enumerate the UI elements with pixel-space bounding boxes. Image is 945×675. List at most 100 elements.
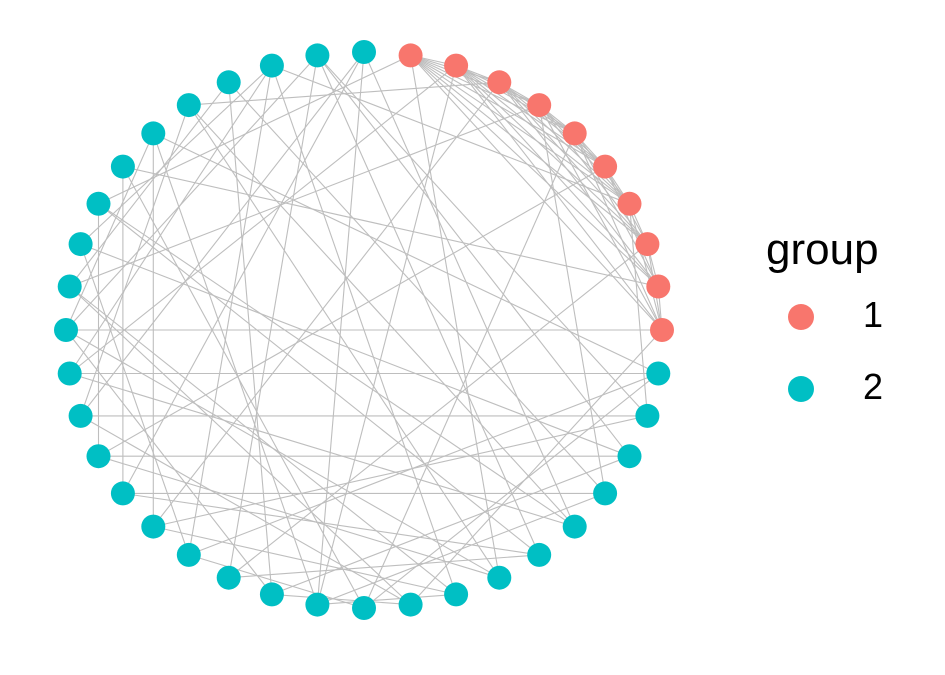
edge-15-36 [188, 104, 576, 527]
node-40-group-2 [352, 40, 376, 64]
edge-7-12 [628, 203, 648, 416]
edge-4-31 [69, 104, 540, 288]
node-6-group-1 [593, 154, 618, 179]
edge-17-30 [65, 329, 500, 579]
edge-1-6 [410, 54, 606, 168]
edge-10-19 [410, 329, 663, 605]
edge-18-38 [271, 65, 457, 595]
node-39-group-2 [305, 43, 330, 68]
edge-18-21 [317, 593, 457, 606]
edge-30-39 [65, 55, 318, 331]
edge-14-37 [228, 81, 606, 494]
edge-29-38 [69, 65, 273, 374]
edge-15-33 [98, 203, 576, 528]
node-12-group-2 [635, 403, 660, 428]
edge-2-8 [455, 65, 648, 245]
edge-19-28 [80, 415, 411, 606]
legend-swatch-group-2 [788, 376, 814, 402]
edge-1-17 [410, 55, 500, 578]
edge-28-40 [80, 51, 365, 417]
node-7-group-1 [617, 191, 642, 216]
edge-22-37 [228, 82, 273, 595]
edge-32-38 [80, 65, 273, 245]
node-16-group-2 [527, 542, 552, 567]
edge-17-27 [98, 455, 500, 579]
edge-17-36 [188, 104, 500, 579]
edge-15-29 [69, 372, 575, 528]
edge-1-9 [410, 54, 659, 287]
node-4-group-1 [527, 93, 552, 118]
node-18-group-2 [444, 582, 469, 607]
legend-label-group-1: 1 [863, 294, 884, 335]
node-38-group-2 [259, 53, 284, 78]
node-20-group-2 [352, 596, 376, 620]
edge-3-25 [152, 81, 500, 527]
node-13-group-2 [617, 444, 642, 469]
edge-2-29 [69, 65, 457, 374]
nodes-layer [54, 40, 674, 620]
edge-13-39 [316, 55, 630, 457]
edge-24-32 [80, 243, 190, 556]
node-3-group-1 [487, 70, 512, 95]
legend-item-group-1: 1 [766, 290, 936, 362]
edge-23-39 [228, 55, 318, 578]
node-8-group-1 [635, 232, 660, 257]
node-1-group-1 [398, 43, 423, 68]
legend-label-group-2: 2 [863, 366, 884, 407]
node-25-group-2 [141, 514, 166, 539]
legend-item-group-2: 2 [766, 362, 936, 434]
node-31-group-2 [57, 274, 82, 299]
node-36-group-2 [176, 93, 201, 118]
node-5-group-1 [562, 121, 587, 146]
edge-3-7 [498, 81, 630, 205]
edge-5-9 [574, 133, 659, 287]
legend: group 1 2 [766, 222, 936, 434]
edge-21-35 [152, 133, 318, 605]
edge-12-25 [153, 415, 648, 528]
node-29-group-2 [57, 361, 82, 386]
edge-19-22 [271, 593, 411, 606]
edge-14-21 [317, 492, 606, 606]
node-23-group-2 [216, 565, 241, 590]
edge-16-33 [98, 203, 540, 556]
legend-title: group [766, 225, 879, 274]
node-10-group-1 [650, 318, 674, 342]
node-35-group-2 [141, 121, 166, 146]
node-34-group-2 [110, 154, 135, 179]
edge-18-25 [153, 526, 457, 595]
edge-18-31 [69, 286, 457, 595]
node-9-group-1 [646, 274, 671, 299]
node-15-group-2 [562, 514, 587, 539]
node-22-group-2 [259, 582, 284, 607]
edges-layer [65, 51, 663, 609]
node-28-group-2 [68, 403, 93, 428]
edge-19-31 [69, 286, 411, 606]
node-24-group-2 [176, 542, 201, 567]
edge-5-20 [363, 133, 576, 609]
node-30-group-2 [54, 318, 78, 342]
node-26-group-2 [110, 481, 135, 506]
edge-7-10 [628, 203, 663, 331]
edge-3-6 [498, 81, 606, 168]
edge-2-10 [455, 65, 663, 331]
edge-3-8 [498, 81, 648, 245]
edge-4-14 [538, 105, 606, 494]
edge-24-38 [188, 65, 273, 555]
edge-6-27 [98, 166, 606, 457]
edge-5-10 [574, 133, 663, 331]
node-32-group-2 [68, 232, 93, 257]
edge-1-7 [410, 54, 630, 205]
node-17-group-2 [487, 565, 512, 590]
edge-31-37 [69, 81, 230, 287]
edge-16-26 [122, 492, 540, 556]
edge-8-23 [228, 243, 648, 579]
node-21-group-2 [305, 592, 330, 617]
edge-16-39 [316, 55, 540, 556]
edge-22-30 [65, 329, 273, 595]
edge-30-35 [65, 133, 154, 331]
node-27-group-2 [86, 444, 111, 469]
edge-1-10 [410, 55, 663, 331]
node-14-group-2 [593, 481, 618, 506]
node-19-group-2 [398, 592, 423, 617]
